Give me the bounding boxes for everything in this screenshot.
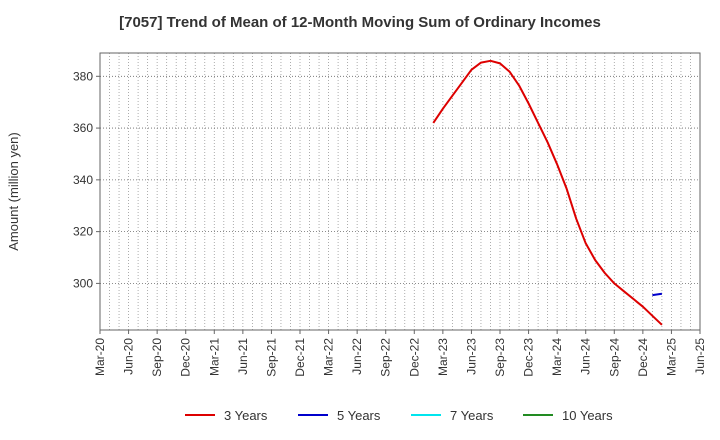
x-tick-label: Mar-24 [550,338,564,376]
x-tick-label: Sep-20 [150,338,164,377]
x-tick-label: Jun-23 [464,338,478,375]
y-axis-title: Amount (million yen) [6,132,21,251]
legend-label: 5 Years [337,408,381,423]
x-tick-label: Jun-21 [236,338,250,375]
x-tick-label: Mar-20 [93,338,107,376]
series [432,59,663,326]
x-tick-label: Jun-24 [579,338,593,375]
x-tick-label: Mar-21 [207,338,221,376]
series-line-3-years [432,59,663,326]
x-tick-label: Dec-23 [522,338,536,377]
x-tick-label: Jun-22 [350,338,364,375]
x-tick-label: Dec-24 [636,338,650,377]
x-tick-label: Sep-23 [493,338,507,377]
legend-label: 10 Years [562,408,613,423]
plot-frame [99,52,701,331]
chart-title: [7057] Trend of Mean of 12-Month Moving … [119,14,601,31]
y-axis: 300 320 340 360 380 [73,69,100,290]
x-axis: Mar-20 Jun-20 Sep-20 Dec-20 Mar-21 Jun-21 Sep-… [93,330,707,377]
x-tick-label: Sep-22 [379,338,393,377]
x-tick-label: Jun-25 [693,338,707,375]
legend-label: 7 Years [450,408,494,423]
series-line-5-years [652,292,663,297]
x-tick-label: Dec-20 [179,338,193,377]
y-tick-label: 340 [73,173,93,187]
x-tick-label: Sep-24 [607,338,621,377]
x-tick-label: Mar-25 [664,338,678,376]
legend-label: 3 Years [224,408,268,423]
x-tick-label: Dec-21 [293,338,307,377]
y-tick-label: 300 [73,276,93,290]
y-tick-label: 380 [73,69,93,83]
y-tick-label: 360 [73,121,93,135]
x-tick-label: Jun-20 [122,338,136,375]
x-tick-label: Mar-22 [322,338,336,376]
legend: 3 Years 5 Years 7 Years 10 Years [185,408,613,423]
y-tick-label: 320 [73,225,93,239]
x-tick-label: Dec-22 [407,338,421,377]
grid [99,53,701,330]
x-tick-label: Sep-21 [264,338,278,377]
x-tick-label: Mar-23 [436,338,450,376]
